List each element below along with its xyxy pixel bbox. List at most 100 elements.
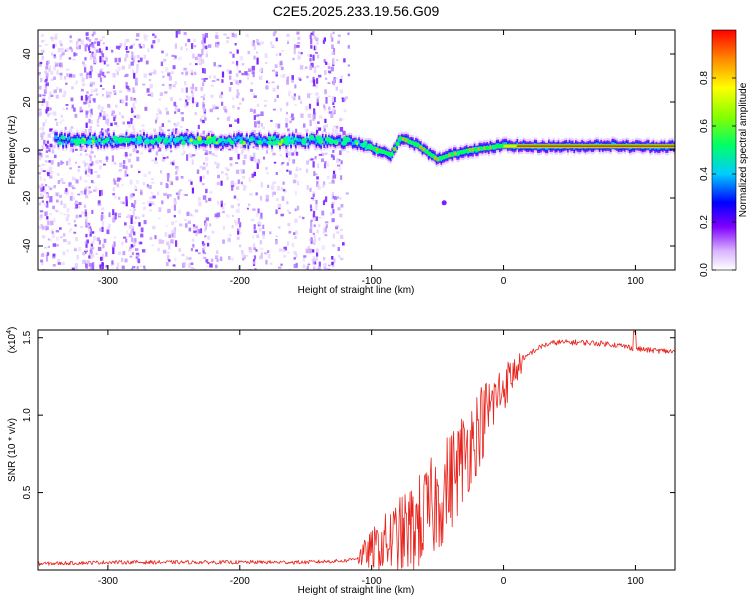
noise-speck [286,102,289,107]
noise-speck [99,165,102,170]
noise-speck [281,49,285,52]
noise-speck [310,93,313,95]
noise-speck [196,228,200,234]
noise-speck [212,104,216,108]
noise-speck [206,170,209,175]
noise-speck [169,134,172,137]
noise-speck [61,181,66,184]
noise-speck [313,171,316,177]
noise-speck [251,261,255,265]
noise-speck [231,186,234,191]
noise-speck [249,250,252,254]
ridge-peak [395,141,400,147]
ridge-peak [139,138,142,142]
noise-speck [197,252,201,255]
noise-speck [267,250,270,253]
noise-speck [45,226,49,231]
noise-speck [307,113,312,118]
noise-speck [228,255,231,260]
noise-speck [150,201,154,205]
ridge-peak [207,138,213,144]
noise-speck [56,244,59,247]
noise-speck [190,43,194,49]
noise-speck [159,111,162,115]
noise-speck [180,46,183,51]
noise-speck [71,148,75,153]
noise-speck [196,102,199,108]
noise-speck [315,253,318,261]
ridge-cell [339,138,342,143]
noise-speck [220,171,224,174]
noise-speck [168,194,172,197]
noise-speck [65,188,68,192]
noise-speck [168,234,172,239]
noise-speck [237,107,240,110]
noise-speck [204,152,208,156]
noise-speck [310,208,313,212]
noise-speck [51,231,54,234]
noise-speck [339,79,343,83]
noise-speck [335,226,339,230]
noise-speck [134,77,138,82]
noise-speck [129,246,133,250]
noise-speck [327,66,331,69]
noise-speck [324,125,328,128]
noise-speck [260,123,263,127]
noise-speck [42,186,45,191]
noise-speck [229,51,232,54]
noise-speck [59,88,62,93]
noise-speck [322,228,326,234]
noise-speck [66,160,69,166]
noise-speck [83,101,87,105]
noise-speck [201,59,204,63]
noise-speck [154,235,157,240]
noise-speck [312,31,315,36]
noise-speck [317,224,321,228]
noise-speck [178,209,181,215]
ridge-peak [156,136,161,140]
noise-speck [209,223,212,227]
noise-speck [43,96,46,98]
noise-speck [282,73,286,78]
noise-speck [258,221,262,226]
noise-speck [73,187,76,190]
noise-speck [154,119,157,124]
noise-speck [99,84,103,87]
noise-speck [53,43,57,47]
noise-speck [60,160,63,166]
noise-speck [111,110,115,114]
noise-speck [161,200,164,205]
noise-speck [260,181,263,188]
noise-speck [259,255,262,260]
ridge-peak [218,138,222,142]
noise-speck [91,81,96,86]
noise-speck [168,85,172,90]
ridge-peak [215,141,219,145]
noise-speck [39,192,43,198]
noise-speck [324,161,327,165]
noise-speck [238,70,242,73]
noise-speck [232,214,235,217]
noise-speck [201,241,205,245]
noise-speck [114,217,117,220]
noise-speck [237,118,240,124]
noise-speck [41,103,44,107]
ridge-cell [97,141,99,146]
noise-speck [48,170,52,175]
noise-speck [220,200,223,208]
noise-speck [121,265,125,269]
noise-speck [157,108,160,112]
noise-speck [59,72,63,76]
noise-speck [250,218,255,221]
noise-speck [275,37,278,42]
noise-speck [93,53,97,57]
noise-speck [133,72,136,79]
noise-speck [333,109,336,115]
spectrogram-ytick-label: -40 [22,238,33,253]
noise-speck [260,212,263,219]
noise-speck [328,106,331,111]
noise-speck [257,42,260,46]
noise-speck [325,61,328,65]
noise-speck [54,118,57,121]
ridge-cell [226,139,229,144]
